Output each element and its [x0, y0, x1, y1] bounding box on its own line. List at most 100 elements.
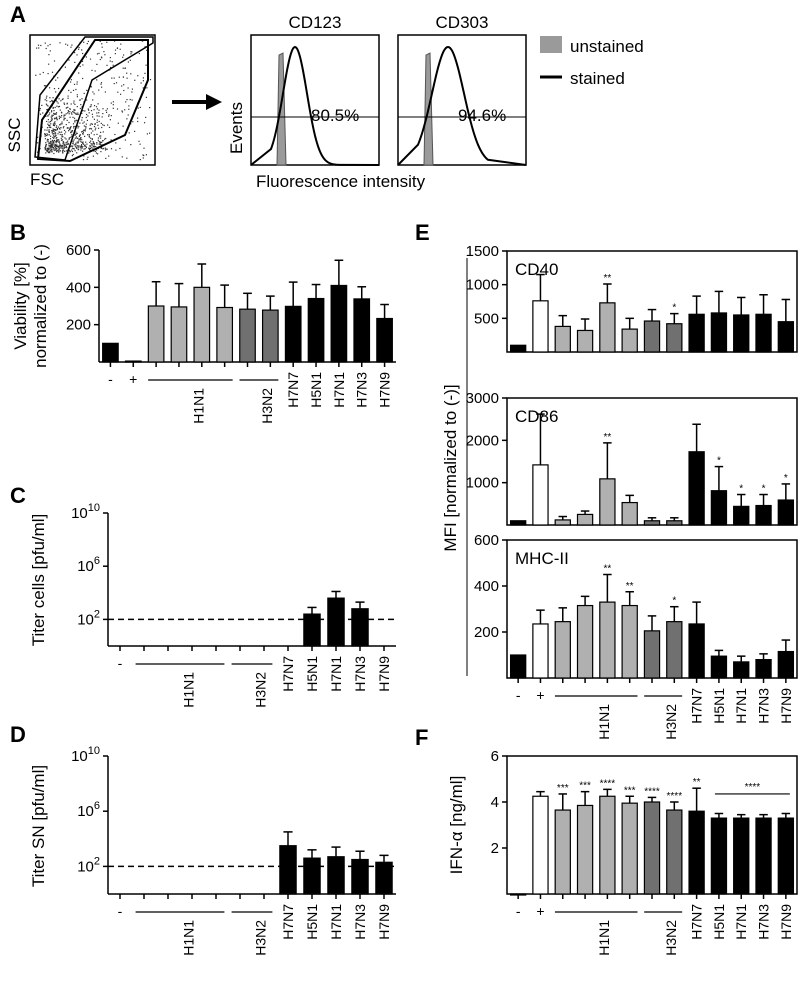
scatter-dot — [56, 129, 58, 131]
scatter-dot — [98, 109, 100, 111]
y-tick-exponent: 2 — [94, 608, 100, 620]
scatter-dot — [104, 138, 106, 140]
scatter-dot — [83, 121, 85, 123]
scatter-dot — [56, 139, 58, 141]
scatter-dot — [130, 51, 132, 53]
bar — [733, 314, 750, 353]
scatter-dot — [36, 47, 38, 49]
scatter-dot — [128, 108, 130, 110]
scatter-dot — [57, 102, 59, 104]
scatter-dot — [99, 141, 101, 143]
scatter-dot — [93, 142, 95, 145]
scatter-dot — [74, 133, 76, 135]
scatter-dot — [53, 117, 56, 119]
scatter-dot — [54, 129, 56, 131]
scatter-dot — [53, 60, 56, 62]
scatter-dot — [95, 146, 97, 148]
scatter-dot — [49, 152, 51, 154]
scatter-dot — [52, 147, 54, 149]
scatter-dot — [96, 115, 98, 117]
scatter-dot — [62, 152, 64, 154]
scatter-dot — [68, 129, 71, 131]
scatter-dot — [60, 139, 63, 141]
scatter-dot — [84, 148, 86, 150]
bar — [710, 490, 728, 526]
scatter-dot — [90, 143, 92, 145]
scatter-dot — [98, 89, 100, 91]
scatter-dot — [44, 133, 46, 135]
bar — [621, 802, 638, 895]
scatter-dot — [74, 137, 76, 139]
scatter-dot — [54, 145, 56, 147]
scatter-dot — [49, 142, 51, 144]
scatter-dot — [67, 110, 69, 112]
scatter-dot — [130, 53, 132, 55]
scatter-dot — [51, 117, 53, 119]
scatter-dot — [89, 145, 91, 147]
scatter-dot — [73, 125, 75, 128]
scatter-dot — [144, 46, 146, 48]
scatter-dot — [45, 85, 47, 87]
scatter-dot — [59, 42, 61, 44]
scatter-dot — [51, 145, 53, 147]
scatter-dot — [46, 109, 48, 111]
scatter-dot — [90, 140, 92, 142]
scatter-dot — [94, 123, 96, 126]
scatter-dot — [67, 140, 69, 142]
scatter-dot — [53, 145, 55, 147]
scatter-dot — [46, 133, 48, 135]
scatter-dot — [96, 63, 98, 65]
scatter-dot — [49, 97, 51, 99]
scatter-dot — [45, 97, 47, 99]
bar — [643, 320, 661, 353]
scatter-dot — [49, 138, 52, 140]
scatter-dot — [85, 141, 87, 143]
scatter-dot — [37, 136, 39, 138]
scatter-dot — [104, 149, 107, 151]
category-label: H7N9 — [376, 904, 392, 940]
scatter-dot — [72, 111, 74, 113]
bar — [261, 309, 279, 363]
scatter-dot — [76, 147, 78, 149]
scatter-dot — [60, 100, 62, 102]
y-tick-label: 1010 — [71, 745, 100, 765]
scatter-dot — [78, 126, 80, 128]
bar — [124, 360, 142, 363]
histogram-title: CD123 — [289, 13, 342, 32]
scatter-dot — [137, 120, 139, 123]
scatter-dot — [74, 61, 76, 63]
scatter-dot — [76, 113, 78, 115]
scatter-dot — [77, 113, 79, 116]
scatter-dot — [53, 123, 55, 125]
control-label: + — [536, 903, 544, 919]
significance-mark: **** — [600, 778, 616, 789]
scatter-dot — [49, 147, 51, 149]
scatter-dot — [51, 141, 53, 143]
scatter-dot — [63, 126, 65, 128]
bar — [599, 795, 616, 895]
scatter-dot — [68, 111, 70, 113]
scatter-dot — [68, 121, 70, 124]
scatter-dot — [58, 148, 60, 150]
histogram-frame — [250, 34, 380, 166]
scatter-dot — [56, 146, 58, 148]
scatter-dot — [51, 110, 53, 112]
scatter-dot — [46, 95, 48, 97]
scatter-dot — [85, 116, 87, 119]
scatter-dot — [104, 91, 106, 93]
scatter-dot — [140, 82, 142, 84]
bar — [532, 623, 549, 679]
scatter-dot — [74, 121, 76, 123]
scatter-dot — [70, 79, 72, 81]
scatter-dot — [104, 147, 106, 149]
group-label: H3N2 — [663, 920, 679, 956]
scatter-dot — [83, 155, 85, 157]
scatter-dot — [56, 147, 58, 149]
scatter-dot — [98, 143, 100, 145]
panel-letter-d: D — [10, 722, 26, 747]
scatter-dot — [61, 139, 64, 141]
scatter-dot — [58, 131, 60, 133]
scatter-dot — [53, 129, 55, 131]
y-tick-label: 400 — [474, 578, 499, 595]
scatter-dot — [68, 59, 70, 61]
